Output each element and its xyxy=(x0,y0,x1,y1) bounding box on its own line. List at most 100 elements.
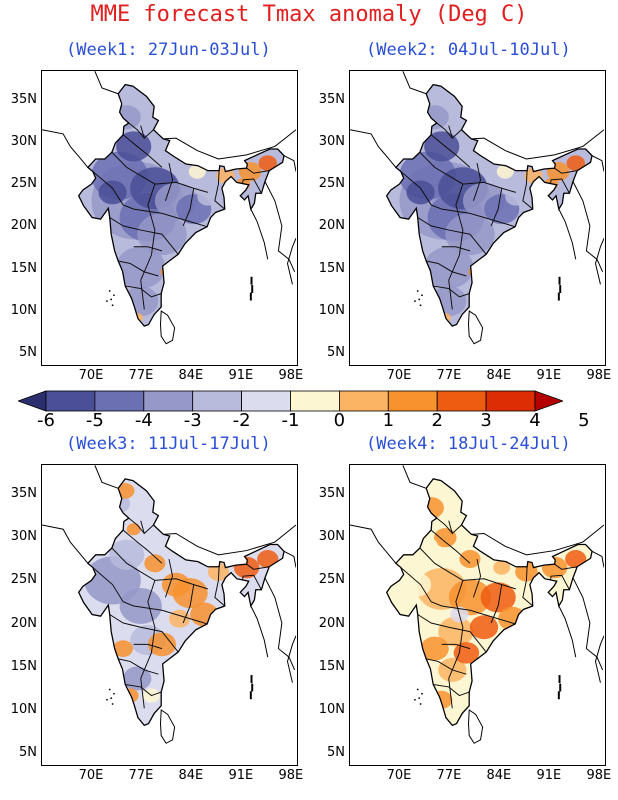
state-boundary xyxy=(490,584,503,624)
x-tick-label: 98E xyxy=(586,768,612,783)
y-tick-label: 10N xyxy=(10,303,37,319)
state-boundary xyxy=(140,520,154,535)
state-boundary xyxy=(419,547,516,590)
andaman-island xyxy=(251,683,254,692)
y-tick-label: 20N xyxy=(318,218,345,234)
y-tick-label: 20N xyxy=(10,218,37,234)
state-boundary xyxy=(164,558,174,598)
y-tick-label: 30N xyxy=(318,133,345,149)
x-tick-label: 98E xyxy=(278,768,304,783)
state-boundary xyxy=(433,285,470,298)
andaman-island xyxy=(557,292,560,301)
state-boundary xyxy=(133,246,163,252)
state-boundary xyxy=(522,566,534,607)
anomaly-map xyxy=(42,465,296,744)
colorbar-label: -3 xyxy=(183,410,202,431)
y-tick-label: 15N xyxy=(318,658,345,674)
country-outline xyxy=(385,478,593,727)
colorbar-segment xyxy=(485,390,536,412)
anomaly-patch xyxy=(119,588,162,624)
neighbour-boundary xyxy=(94,465,119,489)
neighbour-boundary xyxy=(42,129,89,168)
anomaly-patch xyxy=(448,579,492,616)
country-outline xyxy=(77,478,285,727)
state-boundary xyxy=(122,134,163,168)
y-tick-label: 15N xyxy=(318,260,345,276)
y-tick-label: 5N xyxy=(19,345,37,361)
state-boundary xyxy=(125,285,162,298)
anomaly-patch xyxy=(480,582,516,613)
x-tick-label: 84E xyxy=(178,368,204,383)
lakshadweep-island xyxy=(416,688,419,691)
neighbour-boundary xyxy=(163,129,296,160)
anomaly-patch xyxy=(257,550,279,569)
x-tick-label: 91E xyxy=(228,768,254,783)
y-tick-label: 30N xyxy=(318,529,345,545)
x-tick-label: 70E xyxy=(78,368,104,383)
x-tick-label: 98E xyxy=(278,368,304,383)
x-tick-label: 77E xyxy=(436,768,462,783)
y-tick-label: 5N xyxy=(19,745,37,761)
anomaly-patch xyxy=(424,246,474,289)
lakshadweep-island xyxy=(421,294,423,297)
anomaly-patch xyxy=(418,497,444,519)
lakshadweep-island xyxy=(106,300,108,303)
andaman-island xyxy=(251,285,254,294)
neighbour-boundary xyxy=(286,635,296,683)
state-boundary xyxy=(430,134,471,168)
x-tick-label: 77E xyxy=(436,368,462,383)
anomaly-patch xyxy=(123,666,152,691)
state-boundary xyxy=(417,217,487,255)
anomaly-patch xyxy=(161,572,191,597)
state-boundary xyxy=(140,183,156,310)
state-boundary xyxy=(433,683,470,697)
state-boundary xyxy=(490,188,503,227)
colorbar xyxy=(18,390,563,412)
y-tick-label: 5N xyxy=(327,745,345,761)
lakshadweep-island xyxy=(113,692,115,695)
panel-subtitle-week1: (Week1: 27Jun-03Jul) xyxy=(66,40,271,60)
state-boundary xyxy=(109,614,179,653)
colorbar-segment xyxy=(45,390,96,412)
state-boundary xyxy=(111,547,208,590)
lakshadweep-island xyxy=(418,697,421,700)
state-boundary xyxy=(133,643,163,650)
colorbar-label: 3 xyxy=(480,410,492,431)
panel-subtitle-week3: (Week3: 11Jul-17Jul) xyxy=(66,434,271,454)
colorbar-label: -2 xyxy=(232,410,251,431)
anomaly-patch xyxy=(420,636,449,661)
colorbar-label: 0 xyxy=(333,410,346,431)
x-tick-label: 77E xyxy=(128,368,154,383)
state-boundary xyxy=(214,566,226,607)
state-boundary xyxy=(118,658,159,675)
state-boundary xyxy=(554,167,578,174)
neighbour-boundary xyxy=(471,129,604,160)
map-panel-week3 xyxy=(41,464,298,766)
lakshadweep-island xyxy=(110,298,113,301)
y-tick-label: 25N xyxy=(10,176,37,192)
anomaly-map xyxy=(350,71,604,345)
anomaly-patch xyxy=(258,155,277,171)
state-boundary xyxy=(246,167,270,174)
lakshadweep-island xyxy=(108,290,111,292)
x-tick-label: 70E xyxy=(78,768,104,783)
panel-subtitle-week4: (Week4: 18Jul-24Jul) xyxy=(366,434,571,454)
y-tick-label: 35N xyxy=(318,91,345,107)
anomaly-patch xyxy=(469,615,499,640)
lakshadweep-island xyxy=(421,692,423,695)
anomaly-patch xyxy=(160,267,172,277)
y-tick-label: 35N xyxy=(10,486,37,502)
colorbar-label: 1 xyxy=(382,410,395,431)
anomaly-patch xyxy=(126,523,141,536)
anomaly-patch xyxy=(505,187,527,206)
state-boundary xyxy=(472,163,482,201)
state-boundary xyxy=(417,614,487,653)
lakshadweep-island xyxy=(419,703,422,705)
y-tick-label: 10N xyxy=(10,701,37,717)
neighbour-boundary xyxy=(591,550,604,568)
colorbar-segment xyxy=(94,390,145,412)
colorbar-segment xyxy=(192,390,242,412)
state-boundary xyxy=(92,567,208,625)
anomaly-patch xyxy=(147,632,177,657)
state-boundary xyxy=(109,217,179,255)
